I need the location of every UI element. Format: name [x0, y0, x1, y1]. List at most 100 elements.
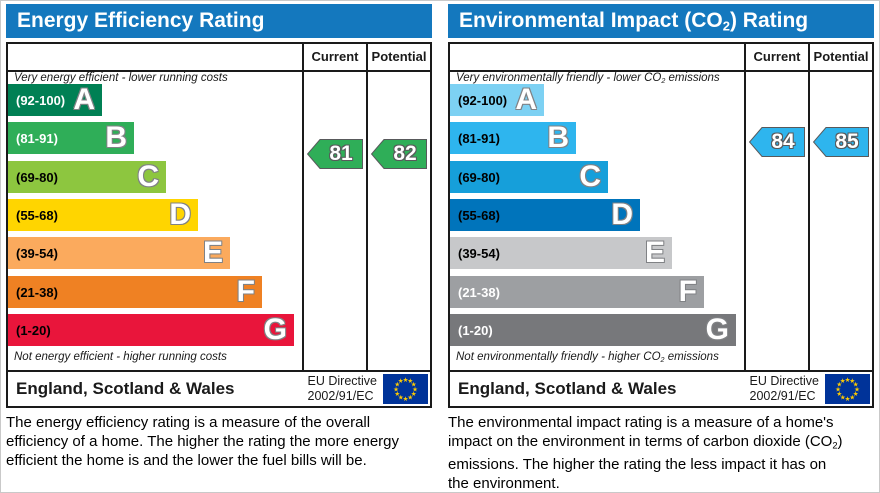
band-range: (69-80) [458, 169, 500, 185]
svg-text:★: ★ [836, 390, 842, 398]
left-pointer-icon [813, 127, 869, 157]
eu-flag-icon: ★★★★★★★★★★★★ [383, 374, 428, 404]
rating-band-g: (1-20) G [450, 314, 736, 346]
svg-text:★: ★ [394, 381, 400, 389]
band-range: (39-54) [458, 245, 500, 261]
current-column-header: Current [753, 49, 801, 64]
svg-text:★: ★ [398, 394, 404, 402]
band-letter: B [547, 121, 569, 154]
eu-directive-label: EU Directive 2002/91/EC [749, 374, 819, 403]
band-range: (1-20) [458, 322, 493, 338]
rating-band-b: (81-91) B [8, 122, 134, 154]
eu-directive-label: EU Directive 2002/91/EC [307, 374, 377, 403]
current-rating-value: 84 [771, 130, 795, 153]
svg-text:★: ★ [407, 377, 413, 385]
rating-band-a: (92-100) A [450, 84, 544, 116]
rating-table: Current Potential Very energy efficient … [6, 42, 432, 372]
svg-text:★: ★ [836, 381, 842, 389]
svg-text:★: ★ [845, 376, 851, 384]
band-letter: E [202, 236, 223, 269]
band-letter: D [169, 198, 191, 231]
rating-band-f: (21-38) F [450, 276, 704, 308]
title-text-suffix: ) Rating [729, 9, 809, 32]
svg-text:★: ★ [849, 394, 855, 402]
band-letter: G [263, 313, 287, 346]
panel-title: Environmental Impact (CO2) Rating [448, 4, 874, 38]
current-rating-arrow: 81 [307, 139, 363, 169]
potential-column-header: Potential [813, 49, 869, 64]
current-rating-arrow: 84 [749, 127, 805, 157]
svg-text:★: ★ [398, 377, 404, 385]
svg-text:★: ★ [393, 385, 399, 393]
rating-band-g: (1-20) G [8, 314, 294, 346]
environmental-impact-panel: Environmental Impact (CO2) Rating Curren… [448, 4, 874, 493]
region-label: England, Scotland & Wales [16, 379, 235, 398]
band-range: (81-91) [16, 130, 58, 146]
rating-table: Current Potential Very environmentally f… [448, 42, 874, 372]
band-range: (55-68) [16, 207, 58, 223]
region-label: England, Scotland & Wales [458, 379, 677, 398]
band-letter: C [137, 160, 159, 193]
left-pointer-icon [749, 127, 805, 157]
potential-column-header: Potential [371, 49, 427, 64]
svg-text:★: ★ [411, 381, 417, 389]
potential-rating-arrow: 85 [813, 127, 869, 157]
svg-text:★: ★ [403, 395, 409, 403]
rating-band-d: (55-68) D [8, 199, 198, 231]
title-subscript: 2 [722, 18, 730, 34]
svg-text:★: ★ [849, 377, 855, 385]
band-letter: A [73, 83, 95, 116]
title-text: Environmental Impact (CO [459, 9, 723, 32]
rating-band-c: (69-80) C [450, 161, 608, 193]
panel-title: Energy Efficiency Rating [6, 4, 432, 38]
band-range: (21-38) [458, 284, 500, 300]
left-pointer-icon [371, 139, 427, 169]
current-column-header: Current [311, 49, 359, 64]
svg-text:★: ★ [412, 385, 418, 393]
scale-note-bottom: Not environmentally friendly - higher CO… [456, 351, 719, 364]
band-range: (55-68) [458, 207, 500, 223]
svg-text:★: ★ [840, 377, 846, 385]
column-divider [808, 44, 810, 370]
left-pointer-icon [307, 139, 363, 169]
band-range: (92-100) [458, 92, 508, 108]
rating-band-c: (69-80) C [8, 161, 166, 193]
band-range: (81-91) [458, 130, 500, 146]
rating-band-e: (39-54) E [450, 237, 672, 269]
band-range: (1-20) [16, 322, 51, 338]
svg-text:★: ★ [853, 381, 859, 389]
scale-note-top: Very energy efficient - lower running co… [14, 72, 228, 84]
svg-text:★: ★ [853, 390, 859, 398]
svg-text:★: ★ [845, 395, 851, 403]
svg-text:★: ★ [411, 390, 417, 398]
potential-rating-value: 82 [393, 142, 417, 165]
svg-text:★: ★ [403, 376, 409, 384]
header-divider [8, 70, 430, 72]
footer-bar: England, Scotland & Wales EU Directive 2… [448, 370, 874, 408]
band-letter: E [644, 236, 665, 269]
current-rating-value: 81 [329, 142, 353, 165]
title-text: Energy Efficiency Rating [17, 9, 265, 32]
band-letter: D [611, 198, 633, 231]
band-range: (39-54) [16, 245, 58, 261]
column-divider [744, 44, 746, 370]
band-letter: G [705, 313, 729, 346]
header-divider [450, 70, 872, 72]
footer-bar: England, Scotland & Wales EU Directive 2… [6, 370, 432, 408]
band-range: (92-100) [16, 92, 66, 108]
energy-efficiency-panel: Energy Efficiency Rating Current Potenti… [6, 4, 432, 493]
potential-rating-value: 85 [835, 130, 859, 153]
column-divider [302, 44, 304, 370]
rating-band-a: (92-100) A [8, 84, 102, 116]
band-letter: F [678, 275, 697, 308]
scale-note-bottom: Not energy efficient - higher running co… [14, 351, 227, 363]
band-range: (69-80) [16, 169, 58, 185]
svg-text:★: ★ [854, 385, 860, 393]
band-letter: F [236, 275, 255, 308]
description-text: The energy efficiency rating is a measur… [6, 414, 400, 469]
svg-text:★: ★ [407, 394, 413, 402]
rating-band-f: (21-38) F [8, 276, 262, 308]
svg-text:★: ★ [394, 390, 400, 398]
rating-band-b: (81-91) B [450, 122, 576, 154]
